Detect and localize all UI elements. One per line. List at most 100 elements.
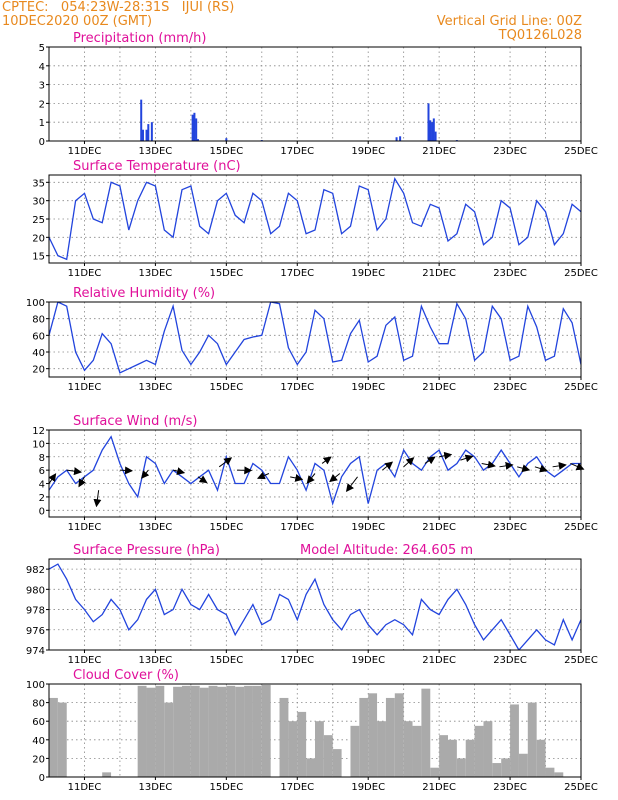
cloud-cover-bar — [323, 735, 333, 777]
cloud-cover-bar — [536, 739, 546, 777]
x-tick-label: 19DEC — [351, 782, 385, 793]
x-tick-label: 25DEC — [564, 382, 598, 393]
x-tick-label: 15DEC — [209, 655, 243, 666]
y-tick-label: 4 — [39, 62, 45, 73]
cloud-cover-bar — [527, 702, 537, 777]
x-tick-label: 25DEC — [564, 655, 598, 666]
cloud-cover-bar — [448, 739, 457, 777]
x-tick-label: 21DEC — [422, 268, 456, 279]
y-tick-label: 10 — [32, 439, 45, 450]
header-datetime: 10DEC2020 00Z (GMT) — [2, 14, 153, 29]
cloud-cover-bar — [164, 702, 174, 777]
precipitation-bar — [195, 118, 198, 141]
precipitation-bar — [225, 138, 228, 141]
cloud-cover-bar — [510, 704, 519, 777]
cloud-frame — [48, 683, 582, 778]
humidity-frame — [48, 301, 582, 378]
precipitation-bar — [432, 118, 435, 141]
x-tick-label: 23DEC — [493, 382, 527, 393]
y-tick-label: 80 — [32, 699, 45, 710]
wind-vector-arrow — [329, 473, 341, 483]
title-pressure: Surface Pressure (hPa) — [73, 543, 220, 558]
y-tick-label: 80 — [32, 315, 45, 326]
y-tick-label: 978 — [26, 606, 45, 617]
cloud-cover-bar — [279, 697, 289, 777]
x-tick-label: 23DEC — [493, 655, 527, 666]
y-tick-label: 4 — [39, 480, 45, 491]
wind-vector-arrow — [218, 457, 233, 468]
y-tick-label: 100 — [26, 298, 45, 309]
wind-vector-arrow — [66, 467, 83, 476]
y-tick-label: 40 — [32, 736, 45, 747]
humidity-plot-area — [49, 302, 581, 374]
wind-vector-arrow — [460, 454, 474, 463]
model-altitude-label: Model Altitude: 264.605 m — [300, 543, 473, 558]
x-tick-label: 23DEC — [493, 522, 527, 533]
y-tick-label: 5 — [39, 43, 45, 54]
humidity-panel: 20 40 60 80 100 11DEC 13DEC 15DEC 17DEC 19DEC 21DE… — [26, 286, 598, 393]
temperature-series-line — [49, 176, 581, 261]
y-tick-label: 20 — [32, 365, 45, 376]
x-tick-label: 11DEC — [68, 146, 102, 157]
cloud-cover-bar — [146, 687, 156, 777]
y-tick-label: 25 — [32, 215, 45, 226]
cloud-cover-bar — [439, 735, 448, 777]
y-tick-label: 982 — [26, 565, 45, 576]
precipitation-bar — [196, 139, 199, 141]
y-tick-label: 30 — [32, 197, 45, 208]
x-tick-label: 25DEC — [564, 268, 598, 279]
y-tick-label: 974 — [26, 646, 45, 657]
x-tick-label: 13DEC — [139, 146, 173, 157]
title-cloud: Cloud Cover (%) — [73, 668, 179, 683]
precipitation-bar — [193, 112, 196, 141]
cloud-cover-bar — [315, 721, 324, 777]
y-tick-label: 20 — [32, 233, 45, 244]
x-tick-label: 17DEC — [280, 268, 314, 279]
y-tick-label: 60 — [32, 717, 45, 728]
cloud-cover-bar — [492, 763, 502, 777]
wind-vector-arrow — [499, 461, 514, 470]
precipitation-bar — [434, 131, 437, 141]
x-tick-label: 11DEC — [68, 782, 102, 793]
cloud-cover-bar — [226, 685, 236, 777]
x-tick-label: 15DEC — [209, 522, 243, 533]
title-temperature: Surface Temperature (nC) — [73, 159, 241, 174]
cloud-cover-bar — [501, 758, 511, 777]
cloud-cover-bar — [483, 721, 493, 777]
y-tick-label: 2 — [39, 99, 45, 110]
wind-frame — [48, 429, 582, 518]
wind-vector-arrow — [517, 464, 531, 473]
cloud-cover-bar — [182, 685, 191, 777]
y-tick-label: 0 — [39, 506, 45, 517]
x-tick-label: 19DEC — [351, 522, 385, 533]
pressure-series-line — [49, 563, 581, 650]
x-tick-label: 15DEC — [209, 782, 243, 793]
cloud-cover-bar — [377, 721, 386, 777]
x-tick-label: 23DEC — [493, 146, 527, 157]
x-tick-label: 19DEC — [351, 655, 385, 666]
y-tick-label: 1 — [39, 118, 45, 129]
x-tick-label: 17DEC — [280, 655, 314, 666]
x-tick-label: 13DEC — [139, 382, 173, 393]
cloud-cover-bar — [421, 688, 431, 777]
humidity-series-line — [49, 302, 581, 374]
cloud-cover-bar — [288, 721, 298, 777]
x-tick-label: 23DEC — [493, 782, 527, 793]
cloud-panel: 0 20 40 60 80 100 11DEC 13DEC 15DEC 17DEC 19DEC 21D… — [26, 668, 598, 793]
pressure-plot-area — [49, 563, 581, 650]
x-tick-label: 13DEC — [139, 655, 173, 666]
wind-vector-arrow — [345, 476, 358, 493]
cloud-cover-bar — [545, 767, 555, 777]
cloud-cover-bar — [456, 758, 466, 777]
wind-vector-arrow — [534, 464, 548, 473]
y-tick-label: 35 — [32, 178, 45, 189]
x-tick-label: 11DEC — [68, 382, 102, 393]
precipitation-panel: 0 1 2 3 4 5 11DEC 13DEC 15DEC 17DEC 19DEC 21DEC 23DE… — [39, 31, 598, 157]
x-tick-label: 25DEC — [564, 782, 598, 793]
wind-vector-arrow — [93, 490, 102, 508]
wind-vector-arrow — [119, 466, 134, 475]
x-tick-label: 11DEC — [68, 655, 102, 666]
precipitation-bar — [431, 122, 434, 141]
title-precipitation: Precipitation (mm/h) — [73, 31, 206, 46]
wind-vector-arrow — [321, 456, 332, 465]
